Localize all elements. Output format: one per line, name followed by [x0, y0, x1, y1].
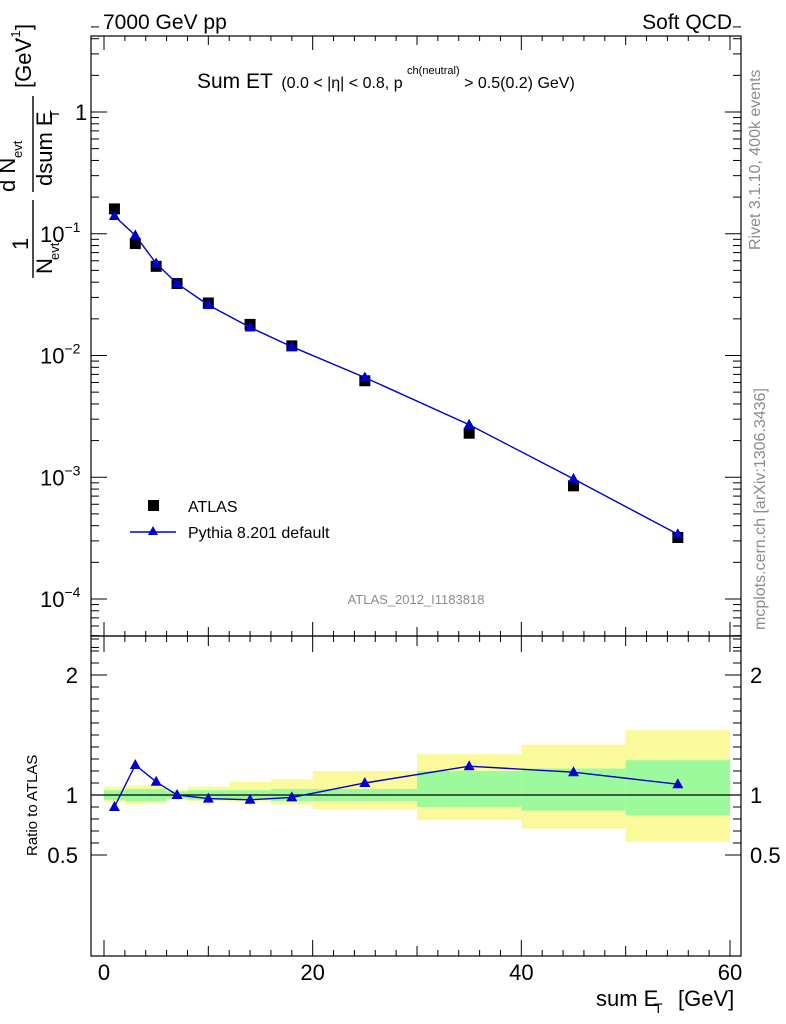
ratio-pythia-point [286, 791, 298, 802]
pythia-line [113, 215, 679, 535]
atlas-data-point [129, 238, 141, 250]
analysis-id-text: ATLAS_2012_I1183818 [348, 592, 485, 607]
ratio-y-tick-label: 2 [66, 663, 78, 688]
svg-text:d N: d N [0, 158, 20, 192]
pythia-data-point [202, 298, 214, 309]
ratio-pythia-point [150, 775, 162, 786]
svg-text:-1: -1 [8, 30, 23, 42]
svg-text:T: T [47, 110, 62, 118]
legend-mc-label: Pythia 8.201 default [188, 525, 330, 542]
x-axis-label: sum E T [GeV] [596, 986, 734, 1016]
main-y-tick-label: 10−4 [40, 584, 81, 612]
atlas-data-point [108, 203, 120, 215]
plot-title: Sum ET (0.0 < |η| < 0.8, p ch(neutral) >… [197, 61, 575, 93]
pythia-data-point [150, 257, 162, 268]
ratio-pythia-point [202, 792, 214, 803]
svg-text:evt: evt [10, 140, 25, 158]
legend: ATLAS Pythia 8.201 default [130, 499, 330, 542]
rivet-version-text: Rivet 3.1.10, 400k events [747, 69, 764, 250]
x-tick-label: 60 [718, 960, 742, 985]
main-y-tick-exponent: −4 [64, 584, 80, 600]
ratio-panel: 0.5 0.51 12 20 20 40 60 Ratio to ATLAS [24, 635, 781, 985]
ratio-y-axis-label: Ratio to ATLAS [24, 755, 41, 856]
pythia-data-point [286, 340, 298, 351]
svg-text:dsum E: dsum E [32, 111, 57, 186]
ratio-y-tick-label: 0.5 [47, 843, 78, 868]
ratio-pythia-point [672, 778, 684, 789]
main-plot-frame [90, 35, 742, 637]
mcplots-citation-text: mcplots.cern.ch [arXiv:1306.3436] [752, 388, 769, 630]
ratio-pythia-point [463, 760, 475, 771]
main-y-ticks: 1 10−1 10−2 10−3 10−4 [40, 26, 741, 648]
main-data-layer [108, 203, 684, 543]
pythia-data-point [108, 209, 120, 220]
main-y-tick-exponent: −2 [64, 341, 80, 357]
ratio-y-tick-label-right: 0.5 [750, 843, 781, 868]
pythia-data-point [244, 321, 256, 332]
svg-text:evt: evt [47, 242, 62, 260]
main-panel: 1 10−1 10−2 10−3 10−4 Sum ET (0.0 < |η| < 0.… [0, 24, 742, 648]
ratio-pythia-point [244, 793, 256, 804]
main-y-tick-label: 10−3 [40, 462, 81, 490]
main-y-tick-exponent: −3 [64, 462, 80, 478]
ratio-pythia-point [108, 801, 120, 811]
ratio-ticks: 0.5 0.51 12 20 20 40 60 [47, 636, 781, 985]
ratio-pythia-point [568, 766, 579, 777]
x-tick-label: 0 [98, 960, 110, 985]
header-left: 7000 GeV pp [103, 11, 227, 34]
ratio-pythia-point [171, 789, 183, 799]
pythia-data-point [171, 277, 183, 288]
svg-text:1: 1 [8, 238, 33, 250]
ratio-pythia-point [359, 777, 371, 787]
ratio-data-layer [108, 759, 684, 811]
pythia-data-point [463, 418, 475, 429]
ratio-pythia-point [129, 759, 141, 769]
main-y-axis-label: 1 N evt d N evt dsum E T [GeV -1 ] [0, 24, 62, 278]
svg-text:N: N [32, 258, 57, 274]
pythia-data-point [359, 371, 371, 382]
main-y-tick-exponent: −1 [64, 219, 80, 235]
ratio-band-inner [417, 771, 522, 807]
legend-atlas-marker [148, 500, 159, 511]
ratio-y-tick-label-right: 1 [750, 783, 762, 808]
atlas-data-point [568, 480, 579, 492]
pythia-data-point [672, 528, 684, 539]
ratio-plot-frame [90, 635, 742, 957]
legend-atlas-label: ATLAS [188, 499, 238, 516]
pythia-data-point [568, 472, 579, 483]
svg-text:]: ] [11, 24, 36, 30]
svg-text:[GeV]: [GeV] [678, 986, 734, 1011]
plot-title-cut-end: > 0.5(0.2) GeV) [464, 75, 575, 92]
x-tick-label: 20 [300, 960, 324, 985]
ratio-y-tick-label: 1 [66, 783, 78, 808]
atlas-data-point [463, 427, 475, 439]
svg-text:T: T [654, 1000, 663, 1016]
svg-text:[GeV: [GeV [11, 38, 36, 88]
header-right: Soft QCD [642, 11, 732, 34]
svg-text:sum E: sum E [596, 986, 658, 1011]
main-y-tick-label: 1 [75, 100, 87, 125]
pythia-data-point [129, 229, 141, 240]
ratio-y-tick-label-right: 2 [750, 663, 762, 688]
legend-mc-marker [148, 526, 158, 535]
plot-title-cut-sup: ch(neutral) [407, 65, 460, 77]
ratio-uncertainty-bands [91, 730, 741, 842]
plot-title-main: Sum ET [197, 70, 273, 93]
plot-title-cut: (0.0 < |η| < 0.8, p [281, 75, 402, 92]
main-y-tick-label: 10−1 [40, 219, 81, 247]
x-tick-label: 40 [509, 960, 533, 985]
main-y-tick-label: 10−2 [40, 341, 81, 369]
